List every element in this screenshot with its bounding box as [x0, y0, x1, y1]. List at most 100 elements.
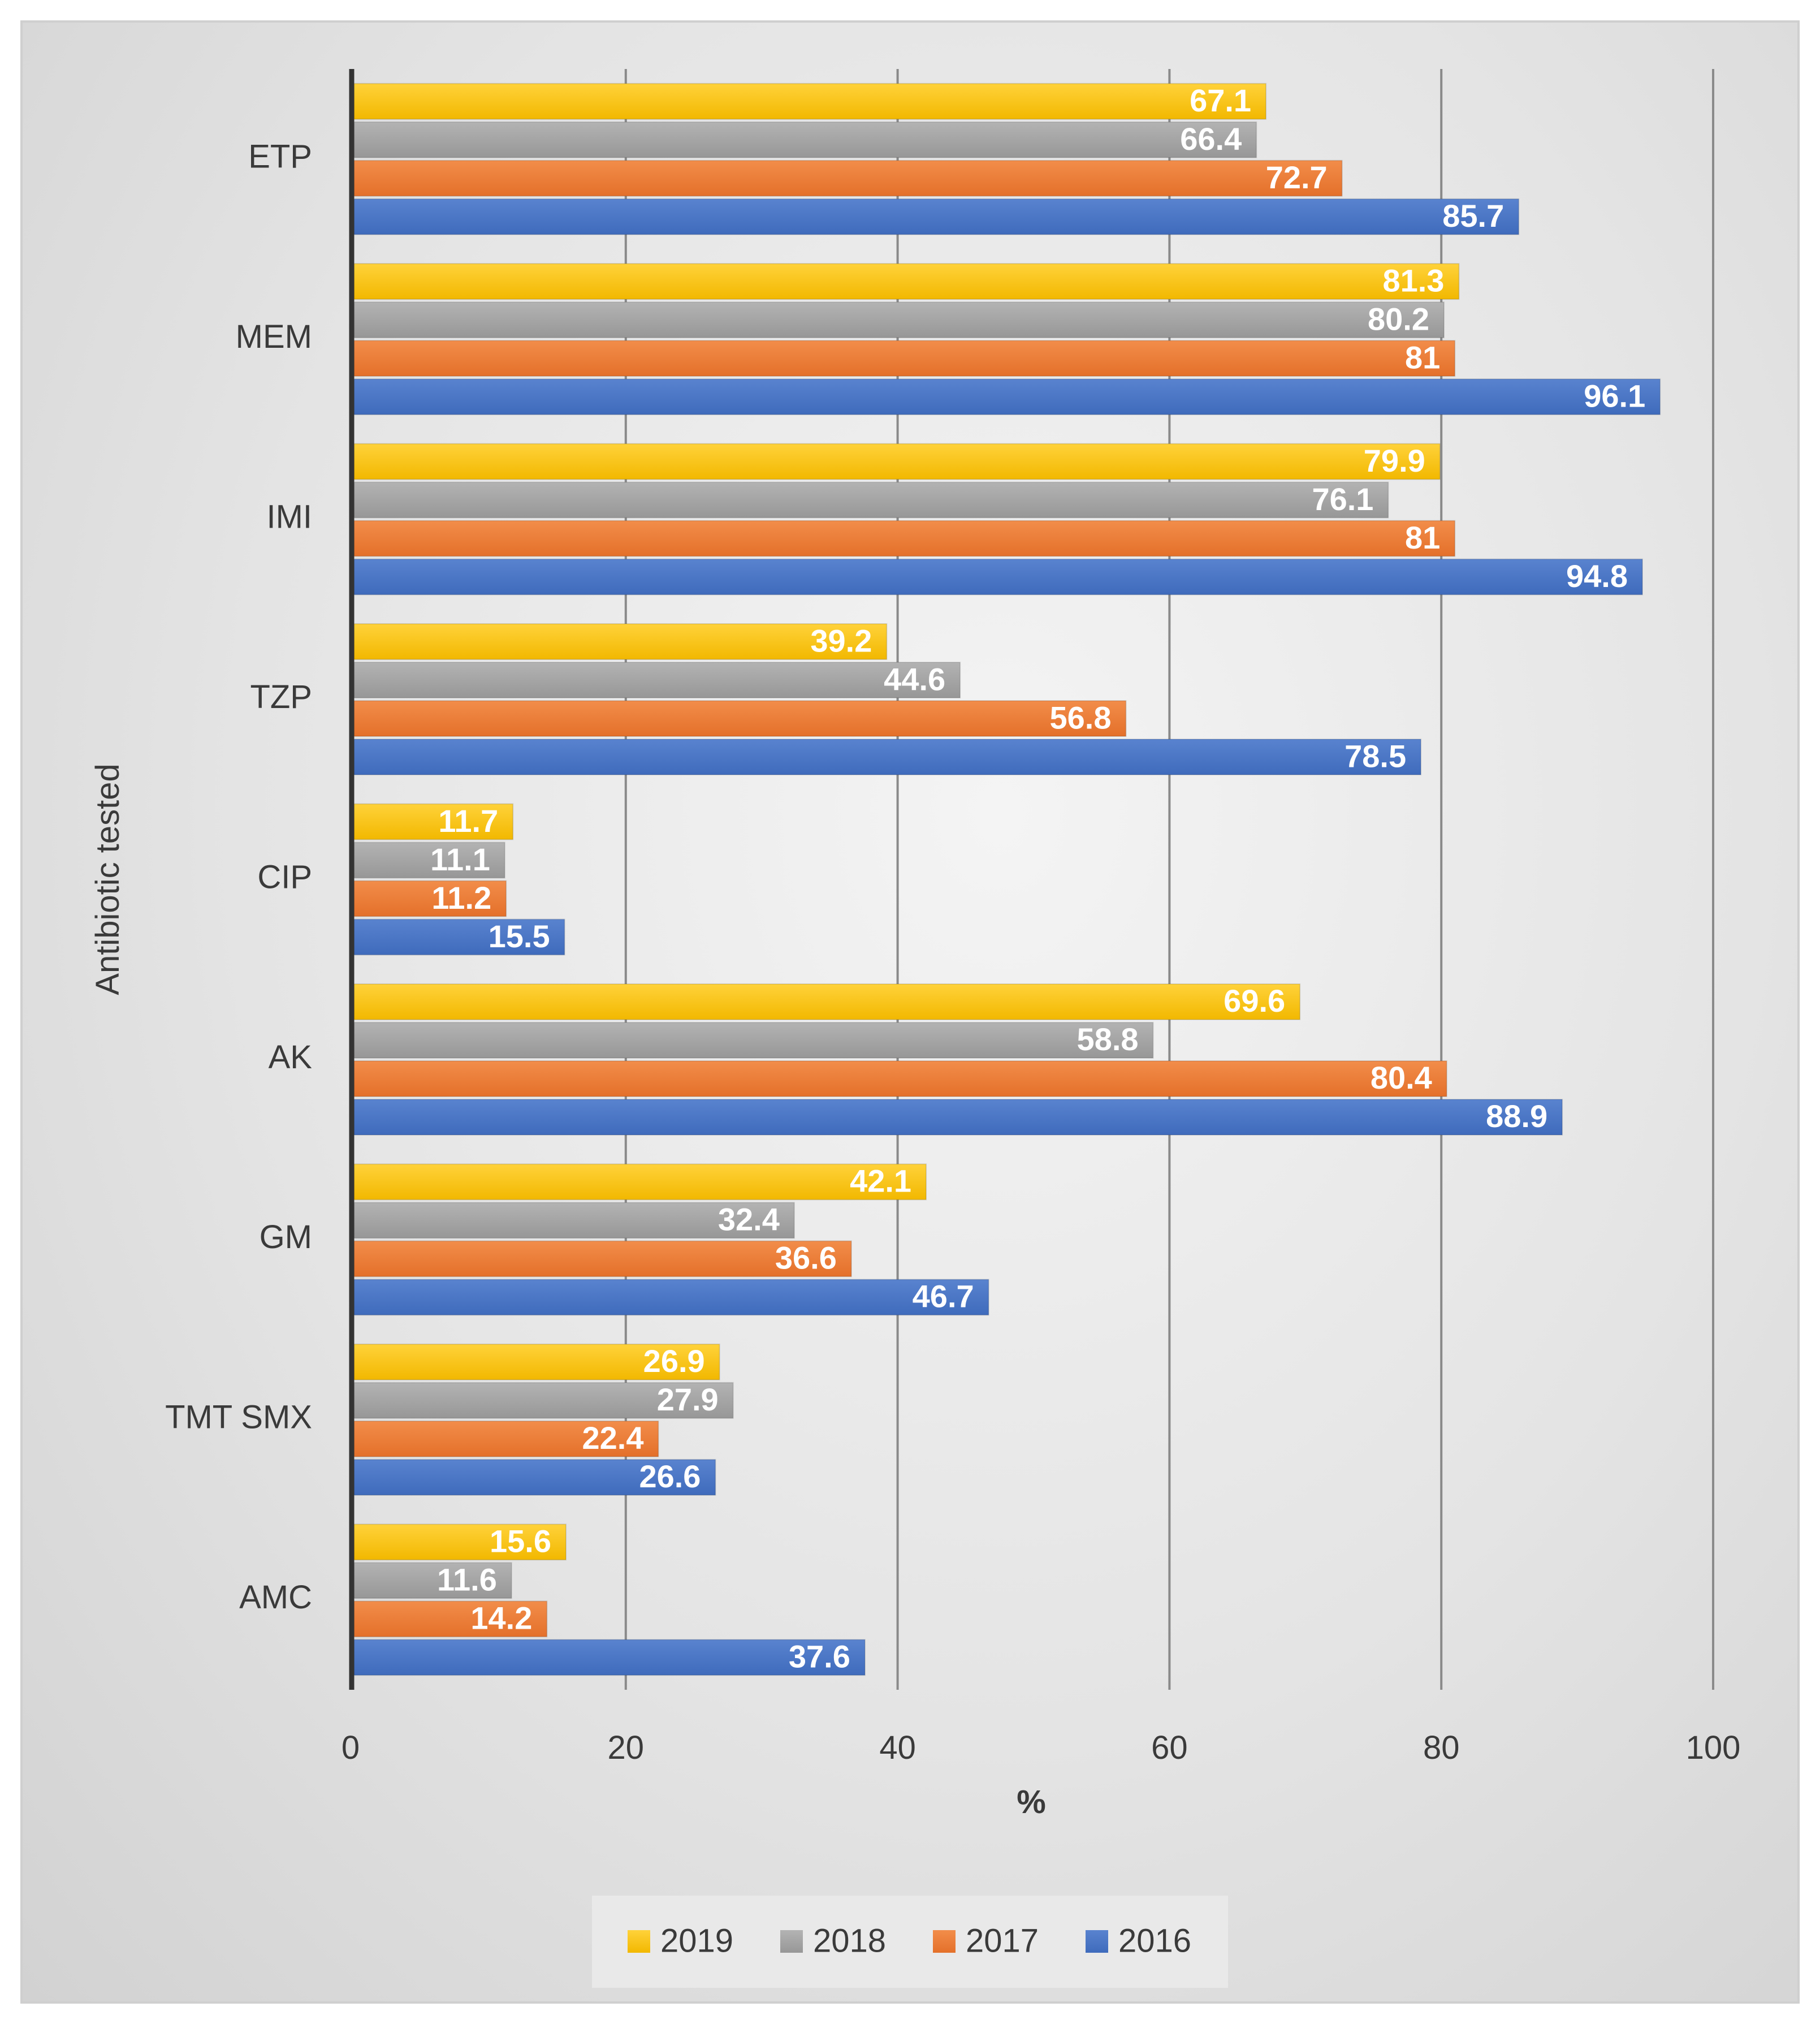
category-label: AMC: [239, 1579, 312, 1616]
data-label: 81: [1405, 520, 1440, 555]
data-label: 11.1: [430, 841, 490, 877]
category-label: AK: [269, 1039, 313, 1076]
bar: [353, 1098, 1563, 1136]
legend: 2019 2018 2017 2016: [592, 1896, 1228, 1988]
legend-label: 2019: [660, 1922, 733, 1959]
bar: [353, 443, 1441, 480]
bar: [353, 520, 1456, 557]
data-label: 15.6: [490, 1524, 551, 1559]
data-label: 14.2: [470, 1600, 532, 1636]
bar: [353, 1458, 716, 1496]
bar: [353, 700, 1127, 737]
x-axis-title: %: [1017, 1784, 1046, 1820]
legend-swatch: [628, 1930, 650, 1953]
legend-label: 2018: [813, 1922, 886, 1959]
data-label: 72.7: [1266, 159, 1328, 195]
bar: [353, 739, 1422, 776]
category-label: ETP: [248, 139, 312, 175]
bar: [353, 340, 1456, 377]
bar: [353, 623, 888, 661]
data-label: 88.9: [1486, 1098, 1547, 1134]
legend-swatch: [933, 1930, 956, 1953]
bar: [353, 558, 1643, 595]
data-label: 11.7: [438, 803, 498, 839]
category-label: MEM: [236, 318, 312, 355]
data-label: 80.2: [1368, 301, 1429, 336]
bar: [353, 880, 507, 917]
x-tick-label: 80: [1423, 1729, 1460, 1766]
data-label: 39.2: [810, 623, 872, 658]
bar: [353, 481, 1389, 519]
data-label: 56.8: [1049, 700, 1111, 735]
x-tick-label: 40: [879, 1729, 916, 1766]
gridlines: [624, 69, 1714, 1690]
data-label: 22.4: [582, 1420, 643, 1456]
data-label: 85.7: [1442, 198, 1504, 234]
bar: [353, 1279, 989, 1316]
data-label: 26.6: [639, 1458, 701, 1494]
legend-label: 2016: [1118, 1922, 1191, 1959]
data-label: 78.5: [1345, 738, 1406, 774]
data-label: 66.4: [1180, 121, 1242, 157]
bar: [353, 1021, 1154, 1059]
legend-label: 2017: [966, 1922, 1039, 1959]
data-label: 44.6: [884, 661, 945, 697]
data-label: 11.2: [431, 880, 491, 916]
bar: [353, 841, 505, 879]
bar: [353, 159, 1343, 197]
bar: [353, 1639, 866, 1676]
x-tick-label: 0: [341, 1729, 360, 1766]
bar: [353, 1343, 720, 1380]
data-label: 36.6: [775, 1240, 837, 1276]
category-labels: ETP MEM IMI TZP CIP AK GM TMT SMX AMC: [165, 139, 312, 1616]
data-label: 42.1: [850, 1163, 911, 1199]
bar: [353, 83, 1267, 120]
category-label: CIP: [257, 858, 312, 895]
bar: [353, 301, 1445, 339]
bars: 67.166.472.785.781.380.28196.179.976.181…: [353, 83, 1661, 1676]
legend-swatch: [1086, 1930, 1108, 1953]
data-label: 27.9: [657, 1382, 719, 1417]
x-tick-labels: 0 20 40 60 80 100: [341, 1729, 1741, 1766]
category-label: GM: [260, 1219, 312, 1255]
data-label: 58.8: [1077, 1021, 1139, 1057]
data-label: 46.7: [913, 1279, 974, 1314]
bar: [353, 1382, 734, 1419]
x-tick-label: 100: [1686, 1729, 1741, 1766]
data-label: 67.1: [1190, 83, 1251, 118]
bar: [353, 1060, 1447, 1097]
data-label: 69.6: [1224, 983, 1285, 1019]
bar: [353, 1600, 548, 1638]
bar: [353, 198, 1520, 235]
data-label: 96.1: [1584, 378, 1645, 413]
category-label: TZP: [250, 679, 312, 715]
data-label: 80.4: [1371, 1060, 1432, 1095]
data-label: 11.6: [437, 1562, 497, 1598]
bar: [353, 263, 1460, 300]
bar: [353, 1240, 852, 1278]
category-label: TMT SMX: [165, 1399, 312, 1436]
bar: [353, 121, 1257, 158]
data-label: 81.3: [1382, 262, 1444, 298]
bar: [353, 378, 1661, 416]
y-axis-title: Antibiotic tested: [89, 763, 126, 995]
bar: [353, 1524, 567, 1561]
bar: [353, 1202, 795, 1239]
data-label: 79.9: [1364, 443, 1425, 478]
data-label: 76.1: [1312, 481, 1373, 517]
category-label: IMI: [266, 498, 312, 535]
data-label: 94.8: [1566, 558, 1628, 594]
data-label: 32.4: [718, 1202, 780, 1237]
bar: [353, 983, 1301, 1020]
bar: [353, 662, 961, 699]
data-label: 15.5: [488, 918, 550, 954]
legend-box: [592, 1896, 1228, 1988]
data-label: 26.9: [643, 1343, 705, 1379]
x-tick-label: 20: [608, 1729, 645, 1766]
data-label: 81: [1405, 339, 1440, 375]
bar: [353, 1163, 927, 1201]
x-tick-label: 60: [1151, 1729, 1188, 1766]
bar: [353, 1420, 659, 1457]
legend-swatch: [780, 1930, 803, 1953]
